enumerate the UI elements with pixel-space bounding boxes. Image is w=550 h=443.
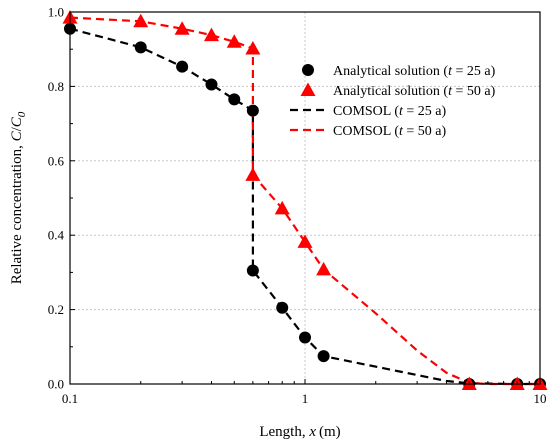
y-tick-label: 0.6 (48, 153, 65, 168)
data-point-circle (246, 104, 259, 117)
y-tick-label: 1.0 (48, 5, 64, 20)
data-point-circle (276, 301, 289, 314)
data-point-triangle (245, 40, 261, 55)
x-tick-label: 10 (534, 391, 547, 406)
y-ticks: 0.0 0.2 0.4 0.6 0.8 1.0 (48, 5, 75, 392)
legend-label-0: Analytical solution (t = 25 a) (333, 64, 496, 79)
data-point-triangle (297, 234, 313, 248)
x-ticks: 0.1 1 10 (62, 379, 547, 406)
series-markers (62, 10, 548, 390)
data-point-circle (134, 41, 147, 54)
data-point-circle (176, 60, 189, 73)
legend-marker-0 (302, 64, 314, 76)
x-tick-label: 1 (302, 391, 309, 406)
data-point-triangle (274, 200, 290, 215)
data-point-triangle (226, 34, 242, 48)
x-tick-label: 0.1 (62, 391, 78, 406)
x-axis-title: Length, x (m) (259, 424, 340, 440)
y-tick-label: 0.2 (48, 302, 64, 317)
legend-marker-1 (300, 82, 316, 96)
data-point-triangle (245, 167, 261, 181)
data-point-circle (299, 331, 311, 344)
y-tick-label: 0.8 (48, 79, 64, 94)
y-axis-title: Relative concentration, C/C0 (9, 111, 28, 284)
data-point-circle (228, 93, 241, 106)
legend-label-1: Analytical solution (t = 50 a) (333, 84, 496, 99)
legend: Analytical solution (t = 25 a) Analytical… (290, 64, 496, 139)
data-point-circle (246, 264, 259, 277)
legend-label-3: COMSOL (t = 50 a) (333, 124, 447, 139)
data-point-circle (205, 78, 218, 91)
data-point-circle (317, 350, 330, 363)
data-point-triangle (133, 13, 149, 28)
data-point-triangle (316, 261, 332, 276)
data-point-triangle (174, 21, 190, 35)
data-point-triangle (203, 27, 219, 42)
y-tick-label: 0.0 (48, 377, 64, 392)
legend-label-2: COMSOL (t = 25 a) (333, 104, 447, 119)
y-tick-label: 0.4 (48, 228, 65, 243)
